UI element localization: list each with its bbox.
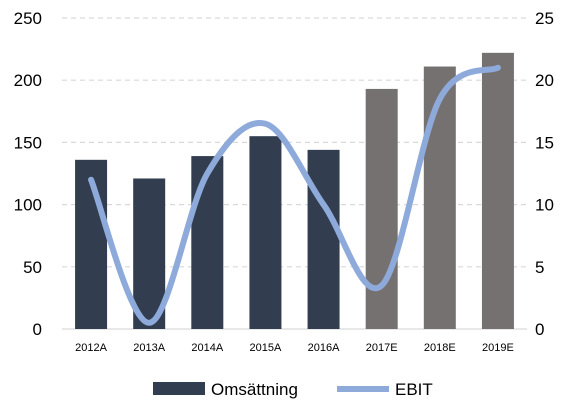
y-tick-label-left: 100	[14, 196, 42, 215]
y-tick-label-left: 0	[33, 320, 42, 339]
bar-2016A	[307, 149, 340, 329]
bar-2019E	[481, 52, 514, 329]
y-tick-label-left: 200	[14, 71, 42, 90]
bars-omsattning	[75, 52, 514, 330]
x-tick-label-2015A: 2015A	[250, 342, 282, 354]
grid-lines	[62, 17, 527, 330]
x-tick-label-2013A: 2013A	[133, 342, 165, 354]
x-tick-label-2017E: 2017E	[366, 342, 398, 354]
x-tick-label-2018E: 2018E	[424, 342, 456, 354]
y-tick-label-right: 20	[535, 71, 554, 90]
x-tick-label-2012A: 2012A	[75, 342, 107, 354]
y-tick-label-left: 50	[23, 258, 42, 277]
y-tick-label-right: 0	[535, 320, 544, 339]
legend-swatch-omsattning	[153, 382, 205, 395]
x-axis: 2012A 2013A 2014A 2015A 2016A 2017E 2018E 2019E	[75, 342, 514, 354]
y-tick-label-right: 5	[535, 258, 544, 277]
bar-2013A	[133, 178, 166, 329]
y-tick-label-right: 10	[535, 196, 554, 215]
y-axis-left: 0 50 100 150 200 250	[14, 9, 42, 339]
ebit-line-path	[88, 64, 501, 326]
legend-label-ebit: EBIT	[395, 380, 433, 399]
y-tick-label-right: 15	[535, 133, 554, 152]
y-tick-label-right: 25	[535, 9, 554, 28]
legend-label-omsattning: Omsättning	[211, 380, 298, 399]
bar-2018E	[423, 66, 456, 330]
y-tick-label-left: 150	[14, 133, 42, 152]
y-tick-label-left: 250	[14, 9, 42, 28]
bar-2017E	[365, 88, 398, 330]
y-axis-right: 0 5 10 15 20 25	[535, 9, 554, 339]
bar-2015A	[249, 136, 282, 329]
line-ebit	[88, 64, 501, 326]
legend: Omsättning EBIT	[153, 380, 433, 399]
bar-2014A	[191, 156, 224, 329]
x-tick-label-2019E: 2019E	[482, 342, 514, 354]
x-tick-label-2016A: 2016A	[308, 342, 340, 354]
x-tick-label-2014A: 2014A	[191, 342, 223, 354]
